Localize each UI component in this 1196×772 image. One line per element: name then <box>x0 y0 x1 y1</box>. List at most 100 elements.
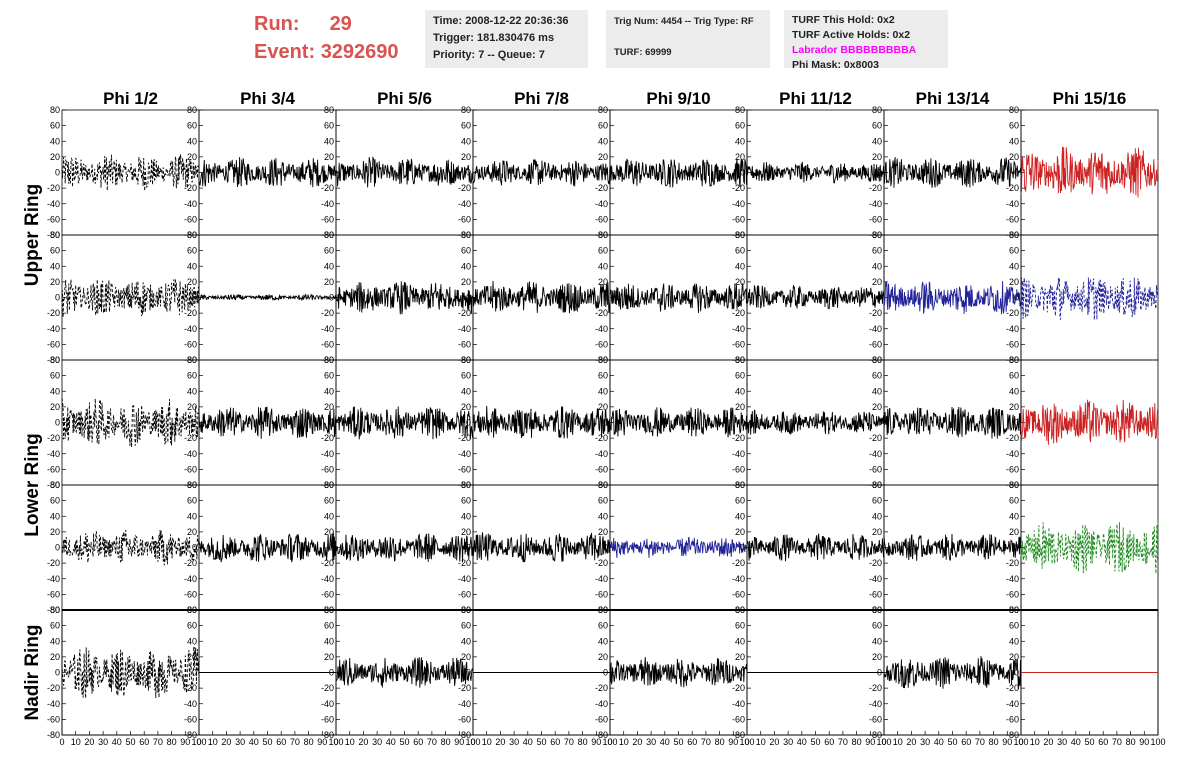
y-tick-label: 80 <box>1009 230 1019 240</box>
y-tick-label: 20 <box>324 152 334 162</box>
y-tick-label: 20 <box>461 277 471 287</box>
y-tick-label: -40 <box>47 324 60 334</box>
x-tick-label: 40 <box>797 737 807 747</box>
column-header: Phi 13/14 <box>916 89 990 108</box>
x-tick-label: 80 <box>989 737 999 747</box>
y-tick-label: -60 <box>184 714 197 724</box>
priority-text: Priority: 7 -- Queue: 7 <box>433 49 545 61</box>
y-tick-label: 0 <box>55 168 60 178</box>
y-tick-label: 20 <box>598 652 608 662</box>
time-info-panel: Time: 2008-12-22 20:36:36 Trigger: 181.8… <box>425 10 588 68</box>
y-tick-label: -20 <box>184 183 197 193</box>
y-tick-label: -20 <box>321 433 334 443</box>
y-tick-label: -80 <box>47 480 60 490</box>
y-tick-label: 20 <box>735 277 745 287</box>
y-tick-label: 0 <box>740 668 745 678</box>
waveform-trace <box>1020 146 1159 198</box>
y-tick-label: -40 <box>184 324 197 334</box>
x-tick-label: 90 <box>591 737 601 747</box>
y-tick-label: -20 <box>458 183 471 193</box>
x-tick-label: 0 <box>607 737 612 747</box>
y-tick-label: 60 <box>1009 621 1019 631</box>
x-tick-label: 100 <box>465 737 480 747</box>
x-tick-label: 10 <box>619 737 629 747</box>
y-tick-label: 60 <box>324 621 334 631</box>
y-tick-label: 60 <box>187 496 197 506</box>
waveform-trace <box>61 398 200 448</box>
x-tick-label: 20 <box>84 737 94 747</box>
y-tick-label: 60 <box>872 371 882 381</box>
y-tick-label: 60 <box>50 246 60 256</box>
event-label: Event: <box>254 41 316 63</box>
y-tick-label: -20 <box>1006 558 1019 568</box>
y-tick-label: 40 <box>50 636 60 646</box>
y-tick-label: 40 <box>872 636 882 646</box>
y-tick-label: 80 <box>735 355 745 365</box>
y-tick-label: 20 <box>50 277 60 287</box>
y-tick-label: 0 <box>1014 293 1019 303</box>
y-tick-label: 0 <box>877 418 882 428</box>
y-tick-label: -40 <box>595 699 608 709</box>
y-tick-label: -20 <box>458 558 471 568</box>
y-tick-label: -40 <box>458 199 471 209</box>
y-tick-label: 80 <box>50 105 60 115</box>
y-tick-label: 40 <box>735 511 745 521</box>
y-tick-label: 0 <box>55 418 60 428</box>
y-tick-label: 80 <box>735 105 745 115</box>
y-tick-label: -40 <box>732 324 745 334</box>
y-tick-label: -60 <box>732 714 745 724</box>
waveform-trace <box>883 281 1022 315</box>
y-tick-label: 0 <box>55 668 60 678</box>
y-tick-label: 40 <box>1009 136 1019 146</box>
y-tick-label: 80 <box>50 480 60 490</box>
y-tick-label: 20 <box>872 277 882 287</box>
waveform-trace <box>746 533 885 562</box>
waveform-trace <box>61 154 200 192</box>
waveform-trace <box>609 158 748 188</box>
y-tick-label: 20 <box>872 652 882 662</box>
column-header: Phi 7/8 <box>514 89 569 108</box>
y-tick-label: 20 <box>324 652 334 662</box>
y-tick-label: -60 <box>47 714 60 724</box>
x-tick-label: 100 <box>1150 737 1165 747</box>
y-tick-label: 40 <box>735 261 745 271</box>
y-tick-label: -20 <box>869 183 882 193</box>
x-tick-label: 60 <box>1098 737 1108 747</box>
y-tick-label: -80 <box>869 730 882 740</box>
y-tick-label: 20 <box>735 527 745 537</box>
y-tick-label: 60 <box>872 496 882 506</box>
waveform-trace <box>883 656 1022 690</box>
y-tick-label: 0 <box>877 668 882 678</box>
x-tick-label: 0 <box>196 737 201 747</box>
y-tick-label: 40 <box>187 386 197 396</box>
x-tick-label: 10 <box>893 737 903 747</box>
y-tick-label: 0 <box>192 543 197 553</box>
waveform-trace <box>335 656 474 688</box>
y-tick-label: 0 <box>329 543 334 553</box>
y-tick-label: 80 <box>735 605 745 615</box>
y-tick-label: 60 <box>187 246 197 256</box>
y-tick-label: 0 <box>192 418 197 428</box>
x-tick-label: 20 <box>769 737 779 747</box>
y-tick-label: -20 <box>321 308 334 318</box>
x-tick-label: 90 <box>728 737 738 747</box>
y-tick-label: -40 <box>458 574 471 584</box>
y-tick-label: 60 <box>872 121 882 131</box>
y-tick-label: 0 <box>329 418 334 428</box>
waveform-trace <box>883 533 1022 561</box>
ring-label: Upper Ring <box>22 184 43 286</box>
y-tick-label: 80 <box>598 480 608 490</box>
y-tick-label: -60 <box>732 214 745 224</box>
y-tick-label: 0 <box>55 543 60 553</box>
x-tick-label: 10 <box>482 737 492 747</box>
column-header: Phi 15/16 <box>1053 89 1127 108</box>
y-tick-label: -60 <box>1006 589 1019 599</box>
x-tick-label: 70 <box>1112 737 1122 747</box>
waveform-trace <box>472 405 611 439</box>
y-tick-label: 0 <box>1014 168 1019 178</box>
y-tick-label: 60 <box>872 246 882 256</box>
y-tick-label: -40 <box>869 324 882 334</box>
y-tick-label: -80 <box>1006 730 1019 740</box>
x-tick-label: 70 <box>838 737 848 747</box>
y-tick-label: 60 <box>735 496 745 506</box>
